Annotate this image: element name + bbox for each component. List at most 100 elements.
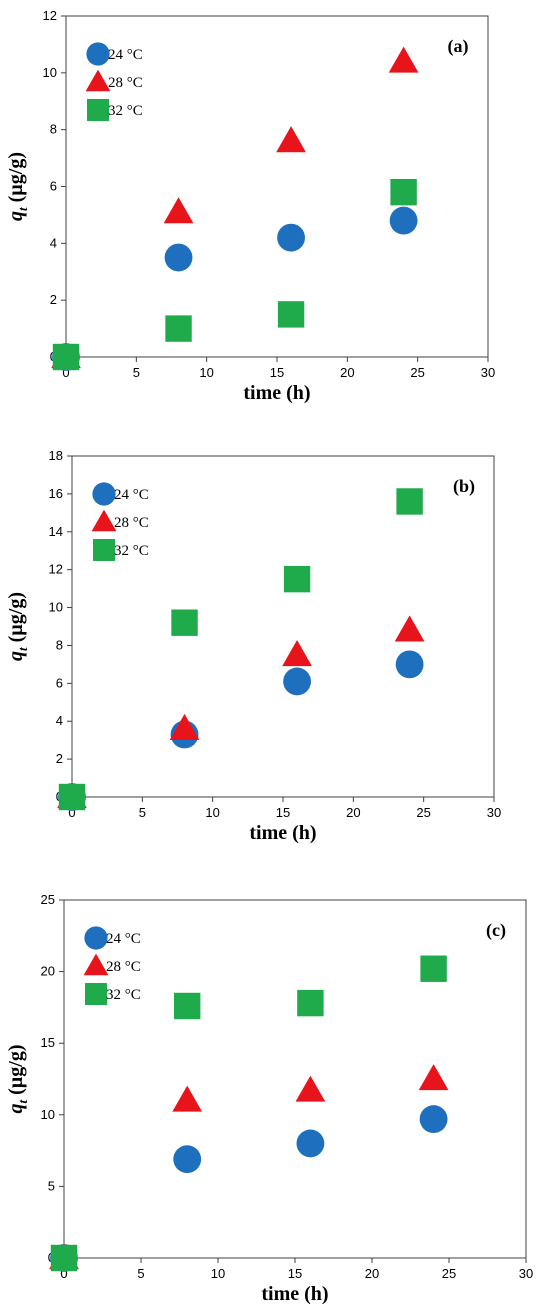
y-axis-title-unit: (µg/g) <box>5 592 27 647</box>
panel-label-c: (c) <box>486 920 506 941</box>
x-tick-label: 0 <box>62 365 69 380</box>
chart-panel-a: 051015202530024681012time (h)qt (µg/g)(a… <box>0 0 544 420</box>
data-point-square <box>165 315 192 342</box>
legend-label: 32 °C <box>108 103 143 119</box>
legend-label: 28 °C <box>108 75 143 91</box>
y-tick-label: 14 <box>49 524 63 539</box>
x-tick-label: 30 <box>481 365 495 380</box>
chart-panel-b: 051015202530024681012141618time (h)qt (µ… <box>0 438 544 858</box>
plot-area-b <box>71 455 495 798</box>
data-point-triangle <box>418 1064 449 1091</box>
data-point-square <box>50 1244 78 1272</box>
x-tick-label: 25 <box>410 365 424 380</box>
data-point-circle <box>419 1105 448 1134</box>
legend-marker-circle <box>84 926 108 950</box>
y-tick-label: 10 <box>41 1107 55 1122</box>
y-tick-label: 8 <box>56 637 63 652</box>
data-point-triangle <box>172 1085 203 1112</box>
y-tick-label: 8 <box>50 122 57 137</box>
legend-marker-circle <box>86 42 110 66</box>
data-point-triangle <box>163 197 194 224</box>
chart-c-svg: 0510152025300510152025time (h)qt (µg/g)(… <box>5 892 533 1305</box>
y-axis-title-subscript: t <box>15 1100 30 1104</box>
legend-label: 28 °C <box>106 959 141 975</box>
y-axis-title-symbol: q <box>5 651 27 661</box>
plot-area-c <box>63 899 527 1259</box>
legend-label: 28 °C <box>114 515 149 531</box>
data-point-square <box>277 301 305 328</box>
y-tick-label: 2 <box>56 751 63 766</box>
data-point-circle <box>164 243 193 272</box>
y-axis-title: qt (µg/g) <box>5 1044 30 1113</box>
data-point-circle <box>395 650 424 679</box>
legend-label: 24 °C <box>108 47 143 63</box>
data-point-triangle <box>394 615 425 642</box>
x-tick-label: 10 <box>199 365 213 380</box>
y-tick-label: 4 <box>50 235 57 250</box>
legend-marker-square <box>93 539 115 561</box>
y-axis-title: qt (µg/g) <box>5 592 30 661</box>
x-tick-label: 0 <box>68 805 75 820</box>
chart-b-svg: 051015202530024681012141618time (h)qt (µ… <box>5 448 501 844</box>
y-tick-label: 20 <box>41 964 55 979</box>
x-tick-label: 20 <box>365 1266 379 1281</box>
data-point-square <box>58 783 86 811</box>
x-tick-label: 5 <box>133 365 140 380</box>
x-tick-label: 30 <box>487 805 501 820</box>
data-point-triangle <box>276 126 306 153</box>
legend-marker-circle <box>92 482 116 506</box>
data-point-triangle <box>388 46 419 73</box>
x-tick-label: 5 <box>139 805 146 820</box>
data-point-circle <box>296 1129 325 1158</box>
x-tick-label: 0 <box>60 1266 67 1281</box>
x-tick-label: 10 <box>205 805 219 820</box>
y-tick-label: 5 <box>48 1178 55 1193</box>
legend-label: 32 °C <box>114 543 149 559</box>
x-tick-label: 30 <box>519 1266 533 1281</box>
data-point-square <box>390 178 417 206</box>
y-tick-label: 6 <box>56 675 63 690</box>
legend-marker-square <box>85 983 107 1005</box>
legend-marker-triangle <box>85 69 111 92</box>
data-point-triangle <box>295 1075 326 1102</box>
data-point-square <box>297 989 324 1017</box>
y-axis-title-unit: (µg/g) <box>5 152 27 207</box>
data-point-triangle <box>169 713 200 740</box>
data-point-square <box>283 565 311 593</box>
data-point-circle <box>277 223 305 252</box>
x-tick-label: 10 <box>211 1266 225 1281</box>
y-tick-label: 16 <box>49 486 63 501</box>
y-tick-label: 12 <box>43 8 57 23</box>
data-point-square <box>396 488 423 515</box>
plot-area-a <box>65 15 489 358</box>
y-tick-label: 6 <box>50 179 57 194</box>
data-point-circle <box>173 1145 202 1174</box>
y-tick-label: 18 <box>49 448 63 463</box>
legend-label: 32 °C <box>106 987 141 1003</box>
y-axis-title: qt (µg/g) <box>5 152 30 221</box>
data-point-square <box>52 343 80 371</box>
data-point-circle <box>283 667 311 696</box>
x-tick-label: 25 <box>416 805 430 820</box>
legend-marker-triangle <box>83 953 109 976</box>
y-tick-label: 10 <box>43 65 57 80</box>
y-tick-label: 4 <box>56 713 63 728</box>
x-axis-title: time (h) <box>249 822 316 844</box>
data-point-square <box>420 955 447 982</box>
legend-label: 24 °C <box>106 931 141 947</box>
legend-label: 24 °C <box>114 487 149 503</box>
x-tick-label: 15 <box>270 365 284 380</box>
y-axis-title-subscript: t <box>15 647 30 651</box>
chart-panel-c: 0510152025300510152025time (h)qt (µg/g)(… <box>0 880 544 1309</box>
x-tick-label: 20 <box>340 365 354 380</box>
y-tick-label: 10 <box>49 600 63 615</box>
data-point-triangle <box>282 640 312 667</box>
data-point-square <box>171 609 198 636</box>
x-axis-title: time (h) <box>261 1283 328 1305</box>
y-tick-label: 12 <box>49 562 63 577</box>
y-tick-label: 2 <box>50 292 57 307</box>
y-axis-title-symbol: q <box>5 1104 27 1114</box>
y-axis-title-unit: (µg/g) <box>5 1044 27 1099</box>
panel-label-a: (a) <box>448 36 469 57</box>
data-point-square <box>174 992 201 1020</box>
